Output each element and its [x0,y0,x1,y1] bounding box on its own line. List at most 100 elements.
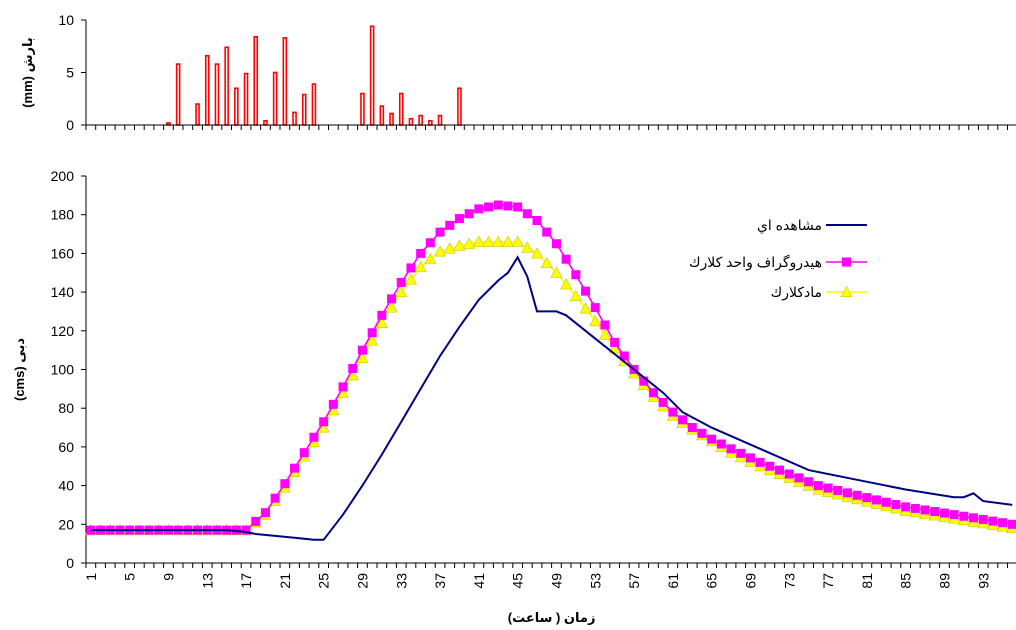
discharge-x-tick-label: 85 [898,573,914,589]
clark-uh-marker [658,397,668,407]
discharge-x-tick-label: 81 [859,573,875,589]
clark-uh-marker [590,303,600,313]
clark-uh-marker [551,239,561,249]
precipitation-panel: 0 5 10 بارش (mm) [20,12,1016,133]
clark-uh-marker [959,511,969,521]
clark-uh-marker [842,488,852,498]
discharge-x-tick-label: 57 [626,573,642,589]
precipitation-bar [311,83,317,126]
clark-uh-marker [542,227,552,237]
discharge-y-tick-label: 180 [51,207,75,223]
clark-uh-marker [522,209,532,219]
discharge-x-tick-label: 1 [83,573,99,581]
clark-uh-line [90,204,1013,531]
clark-uh-marker [416,248,426,258]
clark-uh-marker [503,201,513,211]
modclark-marker [366,334,379,346]
precipitation-bar [389,112,394,126]
discharge-x-tick-label: 53 [587,573,603,589]
clark-uh-marker [969,513,979,523]
discharge-y-tick-label: 0 [66,555,74,571]
precipitation-bars [166,25,462,126]
precipitation-bar [272,71,278,126]
modclark-marker [511,235,524,247]
precipitation-bar [263,120,268,126]
modclark-marker [501,235,514,247]
clark-uh-marker [949,510,959,520]
clark-uh-marker [338,382,348,392]
discharge-x-tick-label: 65 [704,573,720,589]
clark-uh-marker [726,444,736,454]
clark-uh-marker [988,516,998,526]
legend-label: هيدروگراف واحد كلارك [689,254,822,271]
modclark-marker [434,245,447,257]
discharge-x-tick-label: 9 [160,573,176,581]
precipitation-x-ticks [85,125,1008,130]
clark-uh-marker [532,216,542,226]
legend-item-observed: مشاهده اي [757,217,867,234]
clark-uh-marker [454,214,464,224]
precipitation-bar [175,63,181,126]
clark-uh-marker [707,434,717,444]
clark-uh-marker [678,415,688,425]
modclark-marker [472,235,485,247]
modclark-marker [404,273,417,285]
discharge-x-tick-label: 17 [238,573,254,589]
clark-uh-marker [270,493,280,503]
clark-uh-marker [367,328,377,338]
clark-uh-marker [328,399,338,409]
legend-label: مشاهده اي [757,217,822,234]
discharge-y-tick-label: 160 [51,245,75,261]
modclark-marker [550,266,563,278]
clark-uh-marker [280,479,290,489]
clark-uh-marker [445,220,455,230]
discharge-y-ticks: 0 20 40 60 80 100 120 140 160 180 200 [51,168,86,571]
modclark-marker [531,247,544,259]
discharge-x-tick-label: 45 [510,573,526,589]
discharge-x-ticks: 1 5 9 13 17 21 25 29 33 37 41 45 49 53 57 61 65 69 73 77 81 8… [83,563,1008,589]
time-x-axis-label: زمان ( ساعت) [508,610,596,625]
precipitation-bar [301,93,307,126]
modclark-marker [482,235,495,247]
precipitation-bar [234,87,239,126]
discharge-y-tick-label: 120 [51,323,75,339]
precipitation-bar [292,111,297,126]
clark-uh-marker [464,209,474,219]
discharge-y-tick-label: 100 [51,362,75,378]
clark-uh-marker [639,376,649,386]
modclark-marker [589,314,602,327]
clark-uh-marker [484,202,494,212]
precipitation-bar [398,92,404,126]
discharge-y-tick-label: 20 [58,516,74,532]
clark-uh-marker [823,483,833,493]
modclark-marker [540,256,553,269]
discharge-y-axis-label: دبی (cms) [12,338,27,401]
clark-uh-marker [1007,519,1016,529]
modclark-marker [598,328,611,340]
discharge-x-tick-label: 29 [354,573,370,589]
clark-uh-marker [561,254,571,264]
modclark-marker [492,235,505,247]
clark-uh-marker [804,477,814,487]
discharge-y-tick-label: 80 [58,400,74,416]
discharge-y-tick-label: 40 [58,478,74,494]
legend-item-modclark: مادكلارك [771,284,867,301]
clark-uh-marker [745,453,755,463]
clark-uh-marker [775,465,785,475]
precipitation-bar [360,92,365,126]
precipitation-y-ticks: 0 5 10 [58,12,86,133]
clark-uh-marker [600,320,610,330]
discharge-x-tick-label: 25 [316,573,332,589]
clark-uh-marker [862,493,872,503]
discharge-x-tick-label: 5 [122,573,138,581]
clark-uh-marker [348,364,358,374]
precipitation-y-tick-label: 10 [58,12,74,28]
discharge-series [84,200,1016,541]
modclark-marker [375,316,388,329]
modclark-series [84,235,1016,536]
clark-uh-marker [241,525,251,535]
clark-uh-marker [581,286,591,296]
discharge-x-tick-label: 13 [199,573,215,589]
clark-uh-marker [852,490,862,500]
clark-uh-marker [357,345,367,355]
